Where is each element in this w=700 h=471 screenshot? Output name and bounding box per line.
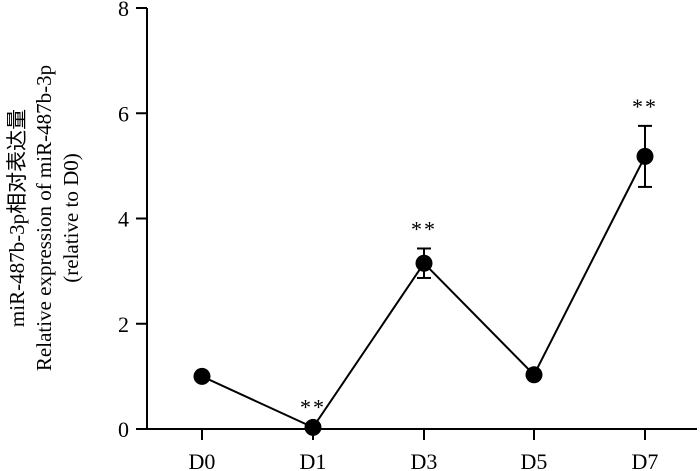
y-axis-label-line-1: miR-487b-3p相对表达量	[5, 109, 29, 327]
y-tick-label-2: 4	[118, 207, 129, 232]
y-tick-label-3: 6	[118, 101, 129, 126]
y-tick-label-0: 0	[118, 417, 129, 442]
y-axis-label: miR-487b-3p相对表达量 Relative expression of …	[5, 65, 83, 371]
y-axis-ticks: 0 2 4 6 8	[118, 0, 147, 442]
data-point-d7	[636, 147, 654, 165]
y-axis-label-line-2: Relative expression of miR-487b-3p	[32, 65, 56, 371]
x-tick-label-3: D5	[521, 449, 548, 471]
significance-label-d1: **	[300, 394, 326, 419]
series-layer: ** ** **	[193, 94, 658, 436]
y-axis-label-line-3: (relative to D0)	[59, 153, 83, 282]
data-point-d5	[525, 366, 543, 384]
x-axis-ticks: D0 D1 D3 D5 D7	[189, 429, 659, 471]
data-point-d3	[415, 254, 433, 272]
data-point-d0	[193, 367, 211, 385]
significance-label-d7: **	[632, 94, 658, 119]
x-tick-label-1: D1	[300, 449, 327, 471]
x-tick-label-2: D3	[411, 449, 438, 471]
x-tick-label-0: D0	[189, 449, 216, 471]
x-tick-label-4: D7	[632, 449, 659, 471]
significance-label-d3: **	[411, 216, 437, 241]
y-tick-label-4: 8	[118, 0, 129, 21]
y-tick-label-1: 2	[118, 312, 129, 337]
series-line	[201, 155, 646, 429]
data-point-d1	[304, 418, 322, 436]
